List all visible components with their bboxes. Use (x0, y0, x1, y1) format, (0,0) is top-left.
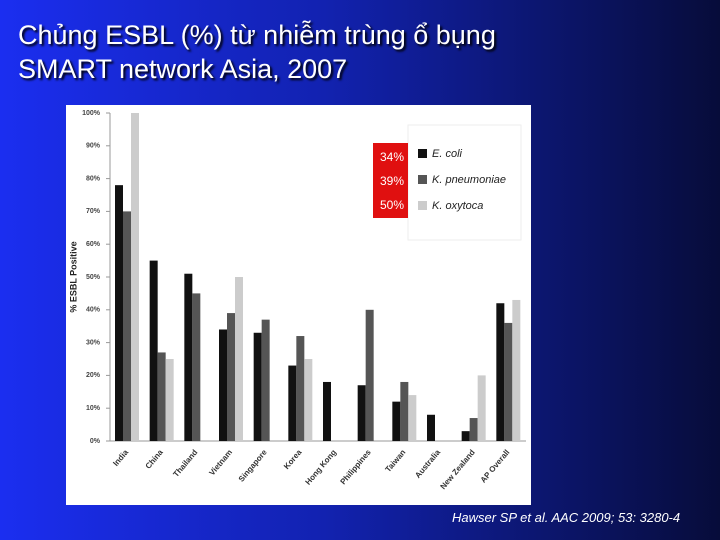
y-tick-label: 0% (90, 438, 101, 445)
annotation: 39% (380, 174, 404, 188)
bar (192, 293, 201, 441)
bar (392, 401, 401, 441)
bar (504, 322, 513, 441)
bar (184, 273, 193, 441)
bar (115, 185, 123, 441)
bar (512, 299, 521, 441)
bar (235, 277, 243, 441)
bar (149, 260, 158, 441)
y-tick-label: 70% (86, 208, 101, 215)
bar (365, 309, 374, 441)
bar (123, 211, 131, 441)
bar (227, 313, 235, 441)
bar (304, 359, 313, 441)
annotation: 34% (380, 150, 404, 164)
citation: Hawser SP et al. AAC 2009; 53: 3280-4 (452, 510, 681, 525)
slide-title: Chủng ESBL (%) từ nhiễm trùng ổ bụng (18, 20, 496, 50)
legend-label: E. coli (432, 148, 463, 160)
y-tick-label: 80% (86, 175, 101, 182)
legend-swatch (418, 201, 427, 210)
y-tick-label: 20% (86, 372, 101, 379)
y-tick-label: 30% (86, 339, 101, 346)
y-tick-label: 50% (86, 274, 101, 281)
y-tick-label: 90% (86, 143, 101, 150)
bar (461, 431, 470, 441)
bar (219, 329, 227, 441)
y-tick-label: 40% (86, 307, 101, 314)
bar (400, 381, 409, 441)
legend-swatch (418, 175, 427, 184)
annotation-box (373, 143, 408, 218)
bar (261, 319, 270, 441)
bar (323, 381, 331, 441)
legend-label: K. pneumoniae (432, 174, 506, 186)
legend-label: K. oxytoca (432, 200, 483, 212)
bar (288, 365, 297, 441)
y-tick-label: 60% (86, 241, 101, 248)
bar (408, 395, 417, 441)
bar (131, 113, 139, 441)
bar (157, 352, 166, 441)
y-tick-label: 10% (86, 405, 101, 412)
bar (253, 332, 262, 441)
y-axis-label: % ESBL Positive (68, 241, 78, 312)
bar (496, 303, 505, 441)
bar (165, 359, 174, 441)
bar (469, 418, 478, 441)
bar (427, 414, 435, 441)
bar (477, 375, 486, 441)
bar (296, 336, 305, 441)
slide-title: SMART network Asia, 2007 (18, 54, 348, 84)
legend-swatch (418, 149, 427, 158)
y-tick-label: 100% (82, 110, 101, 117)
bar (357, 385, 366, 441)
annotation: 50% (380, 198, 404, 212)
